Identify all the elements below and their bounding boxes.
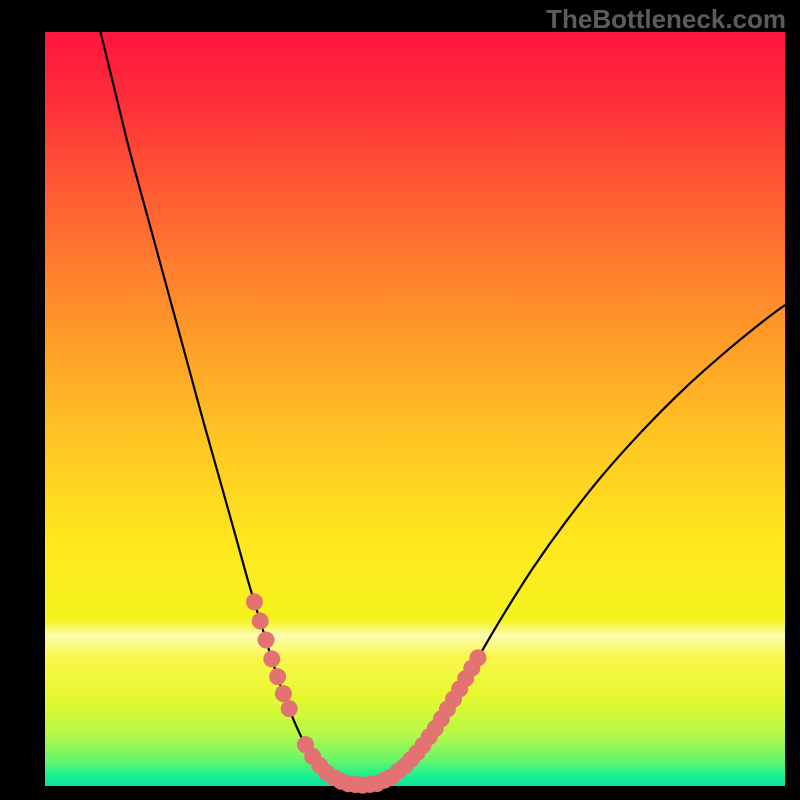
marker-left-cluster [281,700,298,717]
marker-left-cluster [263,650,280,667]
marker-left-cluster [258,632,275,649]
marker-left-cluster [269,668,286,685]
marker-left-cluster [252,613,269,630]
bottleneck-curve [101,32,786,785]
marker-left-cluster [246,593,263,610]
marker-right-cluster [469,649,486,666]
chart-container: TheBottleneck.com [0,0,800,800]
marker-left-cluster [275,685,292,702]
curve-overlay [0,0,800,800]
